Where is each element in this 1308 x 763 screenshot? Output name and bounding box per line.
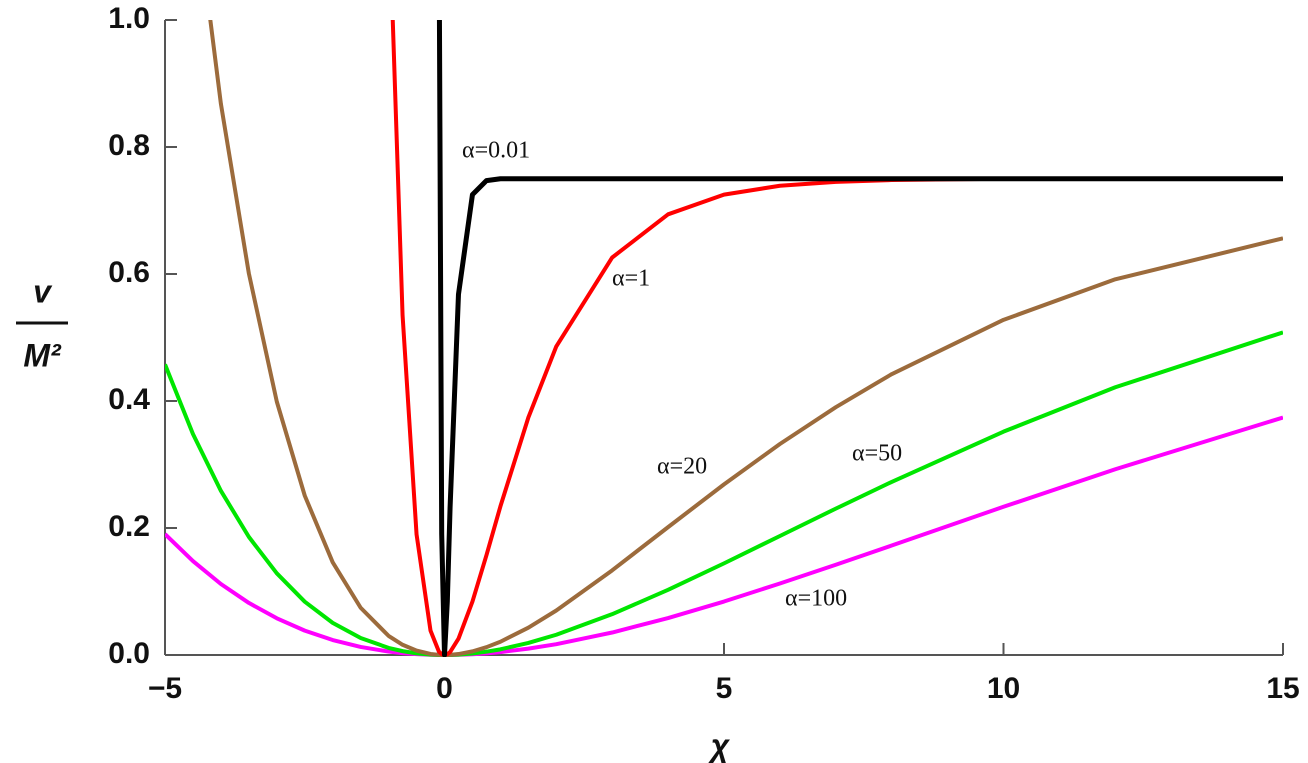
series-line [208,20,1283,657]
series-line [165,415,1283,657]
y-tick-label: 0.0 [108,637,150,670]
x-tick-label: 10 [987,672,1020,705]
y-tick-label: 0.8 [108,129,150,162]
series-label: α=100 [785,586,847,612]
y-tick-label: 0.6 [108,256,150,289]
series-label: α=20 [657,454,707,480]
y-tick-label: 1.0 [108,2,150,35]
series-line [390,20,1283,657]
series-line [436,20,1283,657]
x-tick-label: −5 [148,672,182,705]
y-axis-label-denominator: M² [23,337,62,373]
y-tick-label: 0.2 [108,510,150,543]
x-tick-label: 5 [716,672,733,705]
series-label: α=50 [852,441,902,467]
y-axis-label-numerator: v [33,273,53,309]
series-label: α=0.01 [462,138,530,164]
x-tick-label: 0 [436,672,453,705]
series-line [165,330,1283,657]
series-label: α=1 [612,266,650,292]
x-tick-label: 15 [1266,672,1299,705]
x-axis-label: χ [708,727,731,763]
y-tick-label: 0.4 [108,383,150,416]
